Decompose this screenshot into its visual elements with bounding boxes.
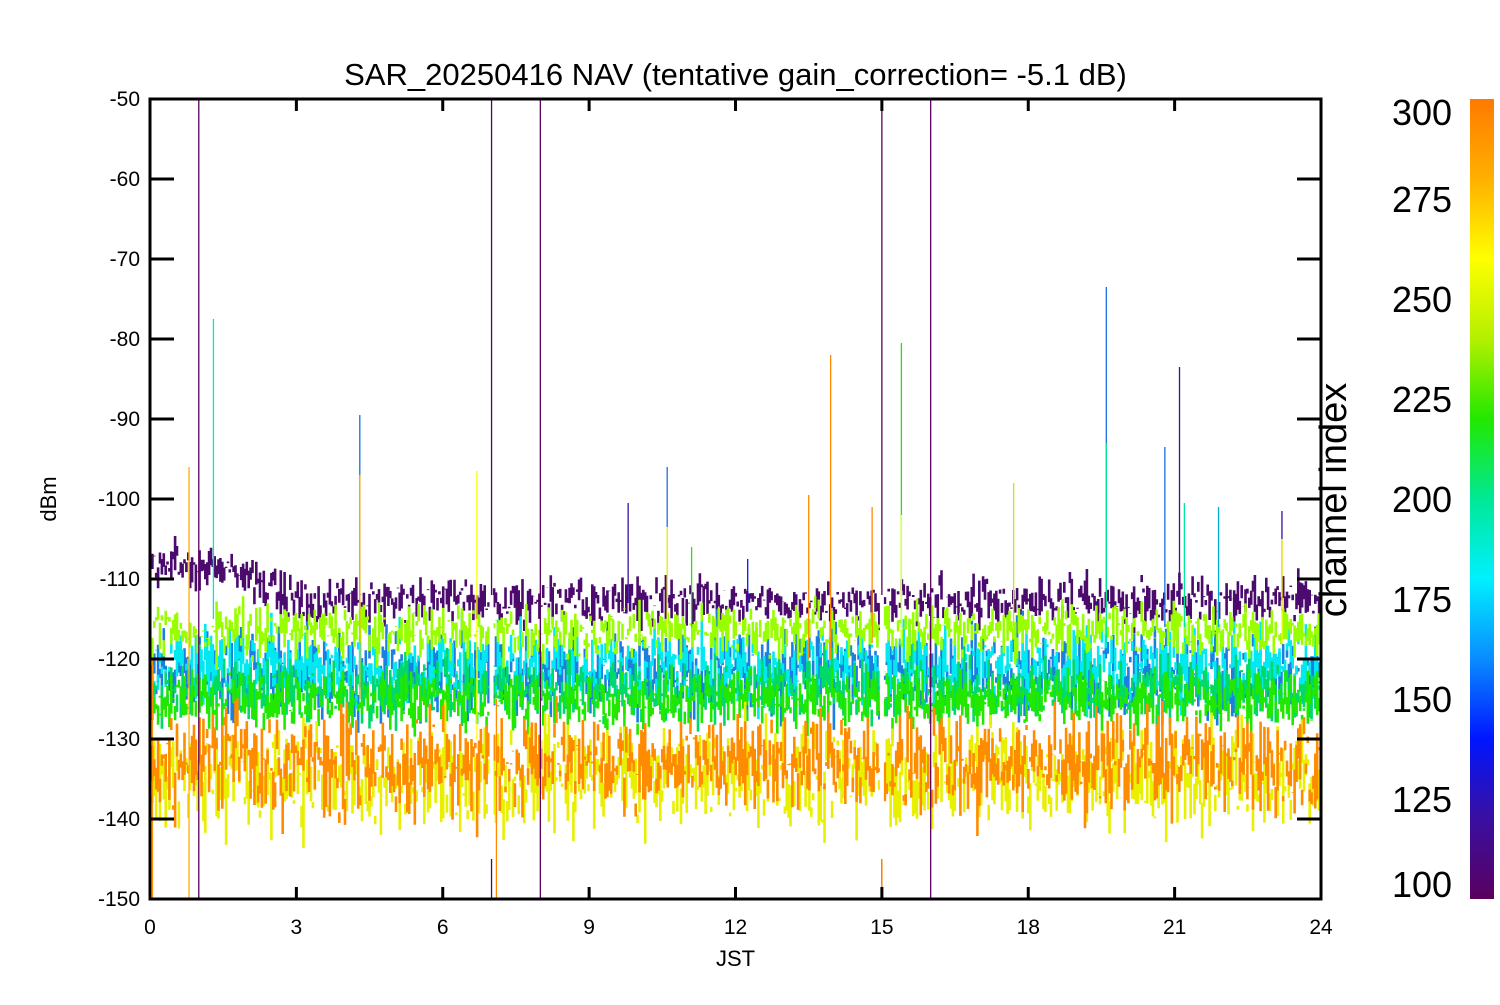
x-axis-label: JST (716, 946, 755, 971)
gap-0 (489, 595, 494, 859)
y-tick-label: -150 (98, 888, 140, 911)
y-tick-label: -130 (98, 728, 140, 751)
band-trace-260 (151, 596, 1321, 670)
x-tick-label: 3 (291, 916, 303, 939)
series-channel-290 (151, 696, 1321, 838)
y-tick-label: -60 (110, 168, 140, 191)
colorbar-tick-label: 225 (1392, 379, 1452, 420)
y-tick-label: -90 (110, 408, 140, 431)
band-trace-110 (151, 536, 1321, 634)
colorbar-tick-label: 125 (1392, 779, 1452, 820)
band-trace-290 (151, 696, 1321, 838)
x-tick-label: 9 (583, 916, 595, 939)
y-tick-label: -80 (110, 328, 140, 351)
colorbar-tick-label: 150 (1392, 679, 1452, 720)
colorbar-tick-label: 100 (1392, 864, 1452, 905)
series-channel-260 (151, 596, 1321, 670)
colorbar (1470, 99, 1494, 899)
colorbar-tick-label: 300 (1392, 92, 1452, 133)
y-axis-ticks: -50 -60 -70 -80 -90 -100 -110 -120 -130 -140 -150 (98, 88, 1321, 911)
y-tick-label: -110 (100, 568, 140, 591)
y-tick-label: -140 (98, 808, 140, 831)
x-tick-label: 24 (1309, 916, 1333, 939)
spike-lines (151, 99, 1283, 899)
x-tick-label: 18 (1017, 916, 1040, 939)
colorbar-tick-label: 200 (1392, 479, 1452, 520)
x-axis-ticks: 0 3 6 9 12 15 18 21 24 (144, 99, 1333, 939)
x-tick-label: 12 (724, 916, 747, 939)
y-axis-label: dBm (36, 476, 61, 521)
data-gaps (489, 595, 884, 859)
chart-title: SAR_20250416 NAV (tentative gain_correct… (344, 57, 1127, 92)
x-tick-label: 0 (144, 916, 156, 939)
colorbar-tick-label: 275 (1392, 179, 1452, 220)
plot-area (151, 99, 1321, 899)
series-channel-110 (151, 536, 1321, 634)
colorbar-tick-label: 250 (1392, 279, 1452, 320)
y-tick-label: -100 (98, 488, 140, 511)
x-tick-label: 15 (870, 916, 893, 939)
colorbar-ticks: 100 125 150 175 200 225 250 275 300 (1392, 92, 1452, 905)
colorbar-label: channel index (1313, 383, 1355, 618)
x-tick-label: 21 (1163, 916, 1186, 939)
y-tick-label: -120 (98, 648, 140, 671)
noise-bands (151, 536, 1321, 848)
x-tick-label: 6 (437, 916, 449, 939)
gap-1 (879, 595, 884, 859)
y-tick-label: -50 (110, 88, 140, 111)
colorbar-tick-label: 175 (1392, 579, 1452, 620)
y-tick-label: -70 (110, 248, 140, 271)
